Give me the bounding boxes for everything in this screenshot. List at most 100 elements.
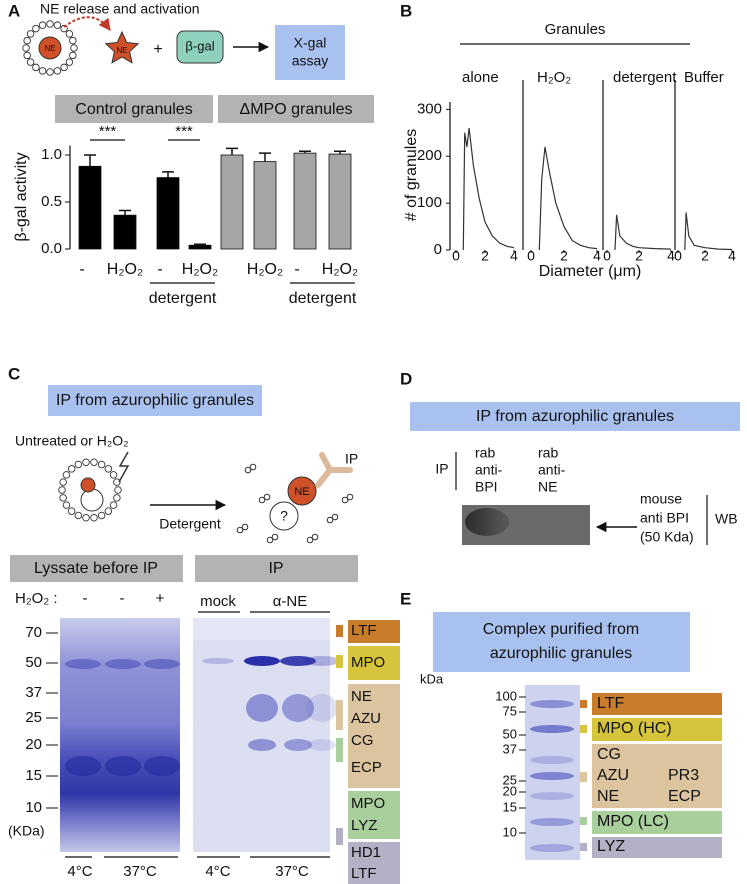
y-tick-label: 100 (417, 194, 442, 211)
lane-label: anti- (538, 462, 566, 478)
y-axis-label: β-gal activity (13, 152, 30, 241)
x-tick-label: 2 (560, 248, 568, 264)
membrane-lipid (46, 20, 54, 28)
x-tick-label: 4 (593, 248, 601, 264)
band-label: ECP (668, 788, 701, 805)
marker-label: 70 (25, 624, 42, 641)
membrane-lipid (38, 67, 47, 75)
membrane-lipid (97, 511, 106, 520)
membrane-lipid (62, 501, 71, 509)
fragment (266, 536, 274, 544)
antibody-label: mouse (640, 491, 682, 507)
method-label: WB (715, 511, 738, 527)
band-label: LYZ (597, 838, 625, 855)
membrane-lipid (67, 465, 76, 473)
band-box (592, 718, 722, 741)
error-bar (259, 152, 271, 162)
band-label: LTF (351, 865, 377, 882)
gel-lysate (60, 618, 180, 852)
fragment (326, 516, 334, 524)
band-label: MPO (351, 795, 385, 812)
group-label: α-NE (273, 593, 308, 610)
membrane-lipid (22, 44, 30, 52)
ne-protein (38, 36, 62, 60)
protein-label: NE (44, 44, 55, 53)
y-axis-label: # of granules (403, 129, 420, 222)
band-label: NE (597, 788, 619, 805)
core (80, 488, 104, 512)
group-label: Control granules (75, 101, 192, 118)
membrane-lipid (26, 30, 35, 38)
x-axis-label: Diameter (μm) (539, 263, 642, 280)
x-tick-label: 0 (452, 248, 460, 264)
significance: *** (99, 123, 117, 140)
membrane-lipid (90, 513, 98, 522)
step-label: Detergent (159, 516, 221, 532)
antibody (315, 452, 353, 488)
x-tick-label: 4 (510, 248, 518, 264)
membrane-lipid (104, 507, 113, 515)
x-tick-label: 2 (701, 248, 709, 264)
group-header (55, 95, 213, 123)
band-box (348, 684, 400, 788)
panel-title: IP from azurophilic granules (476, 408, 674, 425)
membrane-lipid (65, 30, 74, 38)
membrane-lipid (60, 63, 68, 72)
marker-label: 10 (503, 824, 517, 839)
band-label: LYZ (351, 817, 377, 834)
bar (253, 161, 277, 250)
gel-band (65, 756, 101, 776)
panel-title: alone (462, 69, 499, 86)
lightning (118, 451, 130, 483)
gel-band (530, 725, 574, 733)
lane-label: rab (475, 445, 495, 461)
gel-band (144, 756, 180, 776)
gel-band (530, 844, 574, 852)
membrane-lipid (53, 67, 62, 75)
band-label: PR3 (668, 767, 699, 784)
assay-label: X-gal (294, 35, 327, 51)
band-label: AZU (597, 767, 629, 784)
band-box (592, 811, 722, 834)
membrane-lipid (38, 21, 47, 29)
assay-label: assay (292, 53, 329, 69)
fragment (241, 523, 249, 531)
group-header (218, 95, 374, 123)
membrane-lipid (109, 471, 118, 479)
protein-label: NE (294, 486, 309, 498)
marker-label: 20 (503, 783, 517, 798)
marker-label: 15 (503, 799, 517, 814)
temp-label: 4°C (67, 863, 92, 880)
band-marker (580, 817, 587, 825)
gel-band (280, 656, 316, 666)
error-bar (119, 209, 131, 216)
treatment-label: H₂O₂ : (15, 590, 57, 607)
membrane-lipid (32, 24, 40, 33)
band-label: ECP (351, 759, 382, 776)
fragment (244, 466, 252, 474)
band-label: CG (597, 746, 621, 763)
band-box (348, 620, 400, 643)
fragment (271, 533, 279, 541)
x-tick-label: - (294, 261, 299, 278)
band-label: CG (351, 732, 374, 749)
membrane-lipid (69, 36, 77, 45)
membrane-lipid (53, 21, 62, 29)
ne-protein (287, 476, 317, 506)
distribution-line (614, 214, 672, 251)
gel-band (530, 792, 574, 800)
condition-label: detergent (149, 290, 217, 307)
membrane-lipid (46, 68, 54, 76)
antibody-label: anti BPI (640, 510, 689, 526)
marker-label: 25 (503, 772, 517, 787)
distribution-line (462, 128, 515, 251)
distribution-line (684, 212, 733, 251)
band-marker (580, 843, 587, 851)
band-box (348, 842, 400, 884)
group-label: mock (200, 593, 236, 610)
error-bar (334, 150, 346, 155)
gel-band (105, 756, 141, 776)
membrane-lipid (65, 58, 74, 66)
gel-band (306, 694, 338, 722)
